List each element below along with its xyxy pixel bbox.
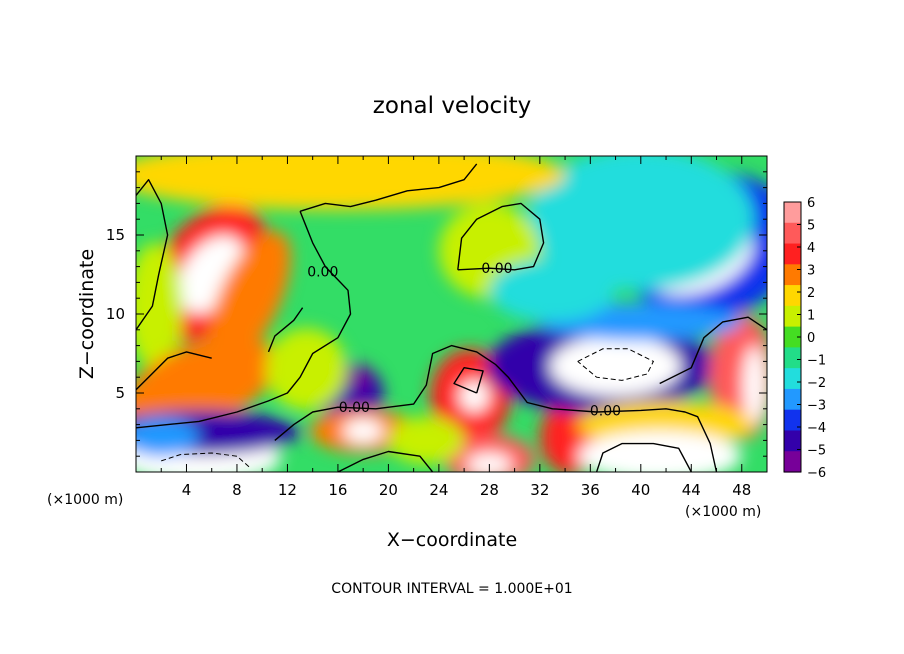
contour-line — [136, 179, 169, 331]
y-tick-label: 10 — [106, 305, 125, 323]
x-tick-label: 28 — [480, 481, 499, 499]
colorbar-tick-label: −4 — [807, 421, 826, 436]
colorbar-tick-label: −1 — [807, 354, 826, 369]
colorbar-swatch — [784, 202, 801, 224]
colorbar-tick-label: 5 — [807, 219, 815, 234]
x-tick-label: 48 — [732, 481, 751, 499]
colorbar-swatch — [784, 368, 801, 390]
colorbar-swatch — [784, 388, 801, 411]
field-blob — [577, 430, 742, 472]
field-blob — [136, 336, 277, 435]
colorbar-swatch — [784, 285, 801, 307]
x-tick-label: 20 — [379, 481, 398, 499]
field-blob — [136, 242, 183, 370]
contour-line — [453, 367, 484, 394]
contour-line — [136, 211, 352, 429]
contour-line — [337, 450, 434, 472]
colorbar-swatch — [784, 347, 801, 369]
colorbar-tick-label: −6 — [807, 466, 826, 481]
field-blob — [388, 416, 465, 465]
colorbar-tick-label: −5 — [807, 444, 826, 459]
colorbar-tick-label: 3 — [807, 264, 815, 279]
y-tick-label: 5 — [115, 384, 125, 402]
field-blob — [342, 418, 384, 444]
chart-title: zonal velocity — [373, 93, 531, 119]
y-axis-ticks: 5 10 15 — [106, 171, 767, 457]
field-blob — [527, 156, 755, 291]
x-tick-label: 16 — [328, 481, 347, 499]
contour-label: 0.00 — [590, 403, 621, 419]
contour-line — [299, 163, 478, 212]
colorbar-tick-label: 2 — [807, 286, 815, 301]
x-tick-label: 4 — [182, 481, 192, 499]
colorbar-swatch — [784, 264, 801, 286]
x-tick-label: 8 — [232, 481, 242, 499]
colorbar-swatch — [784, 409, 801, 432]
colorbar-swatch — [784, 326, 801, 348]
y-axis-label: Z−coordinate — [76, 249, 98, 379]
x-tick-label: 32 — [530, 481, 549, 499]
x-unit-left: (×1000 m) — [47, 492, 123, 508]
contour-line — [595, 442, 692, 472]
contour-line — [267, 307, 304, 353]
colorbar-tick-label: 6 — [807, 196, 815, 211]
contour-label: 0.00 — [307, 264, 338, 280]
contour-line-dashed — [161, 452, 250, 468]
field-blob — [136, 156, 566, 210]
field-blob — [208, 231, 291, 366]
field-blob — [743, 345, 766, 425]
colorbar-tick-label: 4 — [807, 241, 815, 256]
y-tick-label: 15 — [106, 226, 125, 244]
x-tick-label: 36 — [581, 481, 600, 499]
contour-lines — [136, 163, 767, 472]
colorbar-swatch — [784, 451, 801, 473]
colorbar-swatch — [784, 222, 801, 245]
contour-labels: 0.00 0.00 0.00 0.00 — [307, 261, 621, 419]
field-blob — [344, 364, 370, 390]
plot-area: 0.00 0.00 0.00 0.00 — [136, 156, 767, 472]
field-blob — [136, 410, 301, 455]
colorbar-swatch — [784, 430, 801, 452]
colorbar-tick-label: −3 — [807, 399, 826, 414]
field-blob — [489, 258, 616, 322]
field-blob — [466, 453, 513, 472]
contour-line — [457, 202, 545, 271]
field-blob — [549, 336, 682, 397]
x-unit-right: (×1000 m) — [685, 504, 761, 520]
contour-line-dashed — [577, 348, 655, 381]
contour-line — [136, 351, 212, 391]
x-axis-ticks: 4 8 12 16 20 24 28 32 36 40 44 48 — [160, 156, 751, 499]
colorbar-tick-label: 0 — [807, 331, 815, 346]
contour-label: 0.00 — [339, 400, 370, 416]
x-axis-label: X−coordinate — [387, 529, 517, 551]
colorbar-tick-label: 1 — [807, 309, 815, 324]
contour-line — [659, 316, 767, 385]
x-tick-label: 40 — [631, 481, 650, 499]
contour-label: 0.00 — [481, 261, 512, 277]
contour-line — [274, 344, 718, 472]
x-tick-label: 44 — [682, 481, 701, 499]
colorbar-tick-label: −2 — [807, 376, 826, 391]
x-tick-label: 24 — [429, 481, 448, 499]
colorbar-swatch — [784, 243, 801, 265]
field-blob — [459, 380, 490, 412]
colorbar-swatch — [784, 305, 801, 328]
colorbar: 6 5 4 3 2 1 0 −1 −2 −3 −4 −5 −6 — [783, 196, 826, 481]
x-tick-label: 12 — [278, 481, 297, 499]
field-blob — [265, 328, 347, 411]
contour-interval-note: CONTOUR INTERVAL = 1.000E+01 — [331, 581, 572, 597]
field-blob — [136, 418, 200, 457]
